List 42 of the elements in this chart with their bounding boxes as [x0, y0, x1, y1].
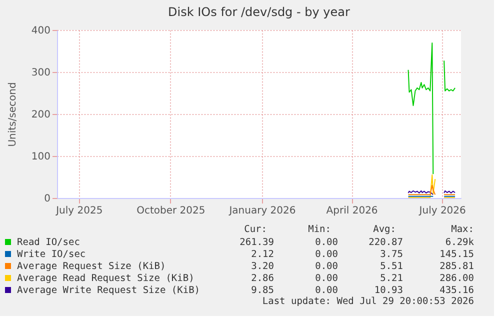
text: 220.87 [368, 237, 403, 248]
text: Avg: [373, 224, 396, 235]
text: 0.00 [315, 249, 338, 260]
text: 0.00 [315, 285, 338, 296]
text: 0.00 [315, 237, 338, 248]
y-tick-label: 100 [31, 152, 50, 162]
legend-label: Write IO/sec [17, 249, 86, 260]
y-tick-label: 400 [31, 26, 50, 36]
x-tick-label: January 2026 [228, 206, 296, 216]
y-tick-label: 0 [44, 194, 50, 204]
text: 0.00 [315, 261, 338, 272]
text: 3.20 [251, 261, 274, 272]
legend-label: Average Write Request Size (KiB) [17, 285, 200, 296]
text: 435.16 [440, 285, 474, 296]
text: Min: [308, 224, 331, 235]
text: 9.85 [251, 285, 274, 296]
chart-title: Disk IOs for /dev/sdg - by year [168, 5, 350, 19]
text: 10.93 [374, 285, 403, 296]
text: 285.81 [440, 261, 474, 272]
text: 2.12 [251, 249, 274, 260]
x-tick-label: October 2025 [136, 206, 206, 216]
text: 145.15 [440, 249, 474, 260]
x-tick-label: July 2026 [418, 206, 466, 216]
text: Max: [451, 224, 474, 235]
legend-label: Read IO/sec [17, 237, 80, 248]
text: 2.86 [251, 273, 274, 284]
text: 261.39 [240, 237, 274, 248]
text: 3.75 [380, 249, 403, 260]
y-axis-title: Units/second [7, 82, 18, 147]
text: Last update: Wed Jul 29 20:00:53 2026 [262, 296, 474, 307]
text: 5.51 [380, 261, 404, 272]
text: 6.29k [445, 237, 474, 248]
text: 286.00 [440, 273, 474, 284]
x-tick-label: July 2025 [55, 206, 103, 216]
x-tick-label: April 2026 [326, 206, 378, 216]
text: 0.00 [315, 273, 338, 284]
text: 5.21 [380, 273, 404, 284]
y-tick-label: 300 [31, 68, 50, 78]
text: Cur: [244, 224, 267, 235]
legend-label: Average Read Request Size (KiB) [17, 273, 194, 284]
legend-label: Average Request Size (KiB) [17, 261, 166, 272]
y-tick-label: 200 [31, 110, 50, 120]
